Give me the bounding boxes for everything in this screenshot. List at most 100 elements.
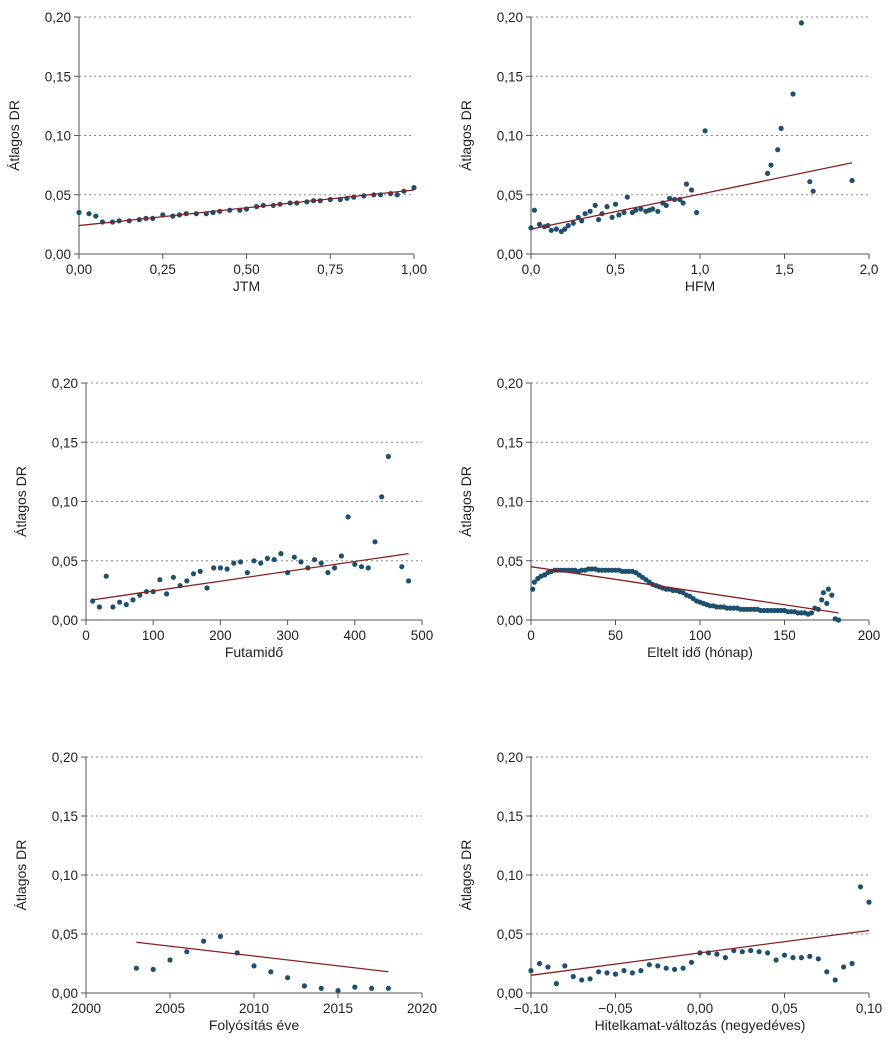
data-point-15 [190,571,197,577]
data-point-23 [722,955,729,961]
data-point-4 [117,599,123,605]
y-tick-label: 0,00 [52,613,78,628]
x-tick-label: 150 [773,628,796,643]
x-axis-title: JTM [233,278,260,294]
data-point-40 [702,128,708,134]
data-point-88 [824,600,830,607]
data-point-39 [352,561,358,567]
data-point-19 [609,214,615,220]
data-point-39 [694,209,700,216]
data-point-21 [616,212,622,218]
trend-line [530,162,853,230]
y-axis-title: Átlagos DR [458,840,474,911]
y-tick-label: 0,00 [497,986,523,1001]
data-point-25 [739,949,745,955]
data-point-8 [268,969,274,975]
data-point-32 [663,202,669,208]
data-point-35 [325,570,331,576]
x-tick-label: 2020 [407,1001,437,1016]
data-point-18 [604,204,610,210]
data-point-24 [251,558,257,564]
x-tick-label: 2015 [323,1001,353,1016]
data-point-13 [582,211,588,217]
y-axis-title: Átlagos DR [458,466,474,537]
data-point-7 [251,963,257,969]
data-point-36 [332,565,338,571]
data-point-41 [765,170,771,176]
data-point-89 [825,586,832,592]
data-point-4 [562,963,568,969]
y-tick-label: 0,15 [497,69,523,84]
y-tick-label: 0,05 [52,554,78,569]
data-point-13 [638,968,644,974]
y-tick-label: 0,05 [52,927,78,942]
data-point-26 [748,947,754,954]
trend-line [78,189,415,227]
x-tick-label: 1,00 [401,262,427,277]
y-tick-label: 0,05 [497,927,523,942]
y-tick-label: 0,00 [497,247,523,262]
y-tick-label: 0,15 [45,69,71,84]
chart-panel-2: 0,00 0,05 0,10 0,15 0,20 0,0 0,5 1,0 1,5 2,0 HFM Át… [458,10,878,294]
data-point-1 [531,579,538,585]
y-tick-label: 0,15 [497,435,523,450]
y-axis-title: Átlagos DR [6,100,22,171]
data-point-14 [587,208,593,214]
data-point-28 [765,950,771,956]
x-axis-title: Eltelt idő (hónap) [647,644,753,660]
data-point-30 [781,952,788,958]
data-point-42 [768,162,774,168]
data-point-86 [819,597,825,603]
data-point-2 [545,964,551,970]
x-tick-label: 100 [689,628,712,643]
data-point-4 [201,938,207,944]
data-point-33 [311,557,318,563]
chart-panel-1: 0,00 0,05 0,10 0,15 0,20 0,00 0,25 0,50 0,75 1,00… [6,10,427,294]
y-tick-label: 0,00 [45,247,71,262]
data-point-37 [338,553,344,559]
y-tick-label: 0,10 [497,495,523,510]
data-point-83 [808,610,815,616]
data-point-3 [110,604,116,610]
data-point-90 [829,592,835,598]
data-point-31 [298,559,304,565]
data-point-47 [807,179,813,185]
data-point-25 [633,207,639,213]
data-point-40 [411,185,417,191]
data-point-7 [587,976,593,982]
data-point-46 [406,578,412,584]
data-point-11 [318,985,324,991]
data-point-3 [553,981,560,987]
data-point-10 [570,220,576,226]
y-tick-label: 0,20 [497,10,523,25]
data-point-42 [372,539,378,545]
x-tick-label: 0,25 [150,262,176,277]
data-point-43 [775,147,781,153]
data-point-17 [204,585,210,591]
chart-panel-4: 0,00 0,05 0,10 0,15 0,20 0 50 100 150 200 Eltelt i… [458,376,880,660]
y-tick-label: 0,10 [52,495,78,510]
y-axis-title: Átlagos DR [13,840,29,911]
data-point-9 [285,975,291,981]
data-point-26 [638,206,644,212]
data-point-18 [211,565,217,571]
data-point-27 [756,949,762,955]
x-tick-label: 2005 [155,1001,185,1016]
x-tick-label: 0,05 [771,1001,797,1016]
x-tick-label: 0 [82,628,90,643]
data-point-30 [655,208,661,214]
data-point-29 [650,206,656,212]
data-point-16 [197,568,203,575]
data-point-12 [629,970,636,976]
y-axis-title: Átlagos DR [13,466,29,537]
data-point-38 [345,514,351,520]
x-tick-label: 0,5 [606,262,625,277]
data-point-5 [548,227,554,233]
data-point-43 [379,494,385,500]
data-point-15 [655,963,661,969]
data-point-45 [399,564,405,570]
data-point-23 [244,570,250,576]
data-point-5 [123,602,129,608]
data-point-0 [76,209,82,216]
x-axis-title: HFM [685,278,715,294]
